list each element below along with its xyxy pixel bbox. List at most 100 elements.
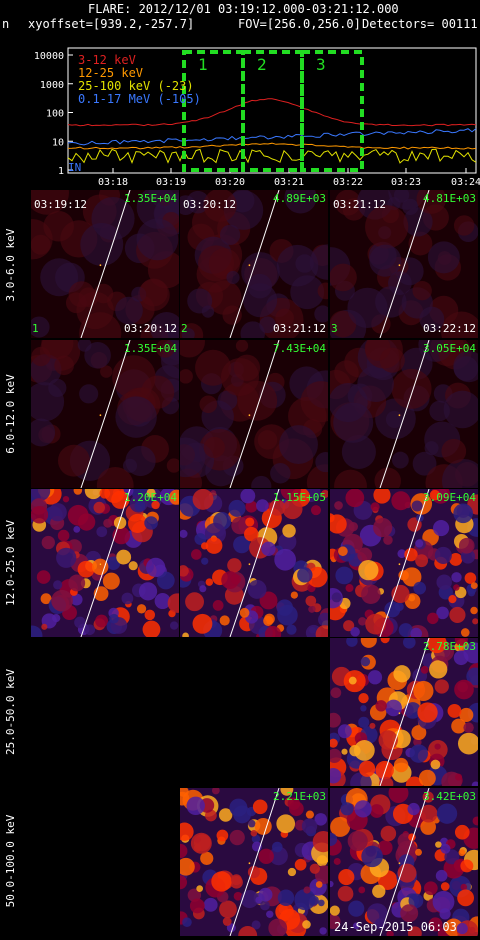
tile-max-value: 1.35E+04 <box>124 342 177 355</box>
texture-blob <box>412 451 437 476</box>
texture-blob <box>276 599 293 616</box>
texture-blob <box>31 505 49 524</box>
texture-blob <box>261 541 276 557</box>
texture-blob <box>331 592 342 603</box>
texture-blob <box>284 190 317 214</box>
texture-blob <box>56 547 77 568</box>
texture-blob <box>467 589 476 597</box>
image-tile: 1.15E+05 <box>180 489 328 637</box>
texture-blob <box>51 589 73 612</box>
texture-blob <box>463 722 474 733</box>
texture-blob <box>109 613 119 624</box>
texture-blob <box>420 665 429 674</box>
solar-limb <box>229 190 280 338</box>
texture-blob <box>199 585 207 593</box>
interval-box <box>182 50 245 172</box>
texture-blob <box>93 283 114 304</box>
texture-blob <box>258 848 274 865</box>
curve-25-100 <box>67 148 477 164</box>
texture-blob <box>354 740 375 761</box>
texture-blob <box>407 926 422 936</box>
texture-blob <box>372 884 386 898</box>
texture-blob <box>31 418 56 447</box>
image-tile: 1.20E+04 <box>31 489 179 637</box>
texture-blob <box>451 880 461 891</box>
texture-blob <box>269 846 288 866</box>
texture-blob <box>41 340 74 360</box>
texture-blob <box>240 489 256 504</box>
image-tile: 3.09E+04 <box>330 489 478 637</box>
texture-blob <box>167 593 179 613</box>
texture-blob <box>115 296 143 325</box>
tile-max-value: 4.81E+03 <box>423 192 476 205</box>
tile-interval-number: 2 <box>181 322 188 335</box>
texture-blob <box>259 591 278 610</box>
texture-blob <box>370 502 380 512</box>
texture-blob <box>205 578 214 586</box>
texture-blob <box>231 516 249 535</box>
texture-blob <box>36 570 51 584</box>
texture-blob <box>379 347 405 373</box>
band-label: 6.0-12.0 keV <box>4 374 17 454</box>
plot-frame <box>67 47 477 174</box>
texture-blob <box>180 437 206 478</box>
texture-blob <box>264 626 282 637</box>
texture-blob <box>301 818 318 834</box>
texture-blob <box>383 535 393 545</box>
texture-blob <box>57 444 90 477</box>
texture-blob <box>449 606 466 624</box>
texture-blob <box>317 899 325 907</box>
texture-blob <box>334 190 361 216</box>
texture-blob <box>309 895 319 906</box>
texture-blob <box>432 890 455 913</box>
texture-blob <box>102 572 120 590</box>
x-tick-label: 03:21 <box>274 177 304 188</box>
texture-blob <box>150 311 179 338</box>
texture-blob <box>330 263 357 292</box>
texture-blob <box>275 308 294 328</box>
texture-blob <box>391 368 432 409</box>
texture-blob <box>121 592 134 605</box>
solar-limb <box>379 489 430 637</box>
texture-blob <box>415 848 422 856</box>
texture-blob <box>300 381 328 423</box>
texture-blob <box>348 521 358 532</box>
texture-blob <box>471 781 478 786</box>
curve-12-25 <box>67 142 477 150</box>
texture-blob <box>305 595 317 607</box>
texture-blob <box>411 500 423 512</box>
y-tick-label: 10 <box>52 137 64 148</box>
texture-blob <box>449 553 463 566</box>
texture-blob <box>470 606 478 615</box>
flare-source <box>390 853 410 873</box>
texture-blob <box>103 518 113 528</box>
texture-blob <box>330 914 341 930</box>
texture-blob <box>31 219 53 260</box>
flare-source <box>390 554 410 574</box>
tile-start-time: 03:19:12 <box>34 198 87 211</box>
texture-blob <box>136 604 147 614</box>
texture-blob <box>155 340 175 358</box>
texture-blob <box>84 624 96 636</box>
x-tick-label: 03:20 <box>215 177 245 188</box>
lightcurve-plot: 10000 1000 100 10 1 03:18 03:19 03:20 03:21 03:2… <box>34 47 480 188</box>
texture-blob <box>319 927 327 935</box>
texture-blob <box>220 357 260 397</box>
texture-blob <box>216 829 229 842</box>
texture-blob <box>330 905 340 916</box>
texture-blob <box>341 434 376 469</box>
texture-blob <box>142 620 161 637</box>
tile-start-time: 03:21:12 <box>333 198 386 211</box>
texture-blob <box>217 390 238 411</box>
texture-blob <box>441 438 467 464</box>
texture-blob <box>441 459 478 488</box>
image-tile: 3.42E+03 <box>330 788 478 936</box>
texture-blob <box>428 739 448 760</box>
texture-blob <box>74 616 86 629</box>
texture-blob <box>180 843 188 859</box>
texture-blob <box>454 679 474 700</box>
texture-blob <box>419 306 445 332</box>
texture-blob <box>412 280 432 301</box>
texture-blob <box>388 271 412 295</box>
solar-limb <box>379 340 430 488</box>
